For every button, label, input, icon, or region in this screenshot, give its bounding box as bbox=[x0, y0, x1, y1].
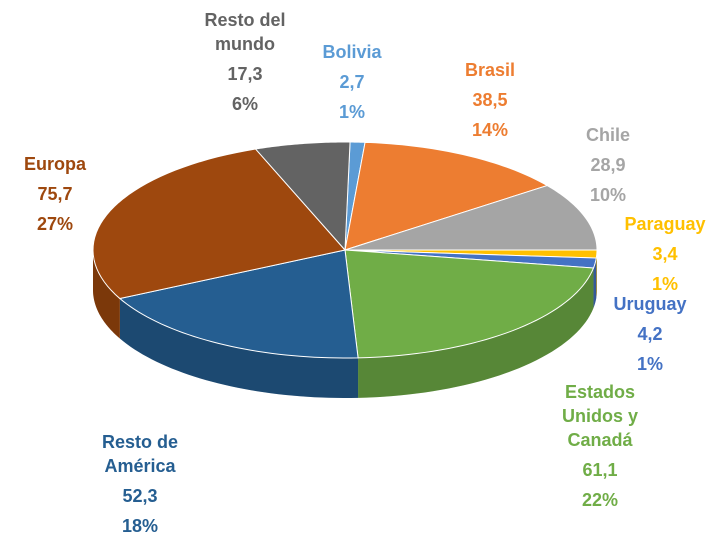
label-name: Resto de América bbox=[101, 432, 179, 476]
label-percent: 1% bbox=[651, 274, 678, 294]
slice bbox=[344, 184, 598, 251]
label-percent: 6% bbox=[231, 94, 258, 114]
label-value: 2,7 bbox=[339, 72, 365, 92]
label-percent: 18% bbox=[121, 516, 159, 536]
data-label: Resto del mundo 17,3 6% bbox=[195, 8, 295, 122]
slice-side-shade bbox=[358, 268, 594, 398]
label-value: 17,3 bbox=[227, 64, 263, 84]
slice bbox=[92, 148, 346, 300]
label-percent: 14% bbox=[471, 120, 509, 140]
label-percent: 1% bbox=[636, 354, 663, 374]
label-value: 3,4 bbox=[652, 244, 678, 264]
slice-side bbox=[596, 250, 597, 299]
slice bbox=[118, 249, 359, 359]
slice bbox=[344, 249, 595, 359]
slice-side bbox=[593, 258, 597, 309]
slice-side bbox=[93, 250, 120, 339]
slice-side-shade bbox=[93, 250, 120, 339]
data-label: Europa 75,7 27% bbox=[10, 152, 100, 242]
label-value: 61,1 bbox=[582, 460, 618, 480]
data-label: Bolivia 2,7 1% bbox=[307, 40, 397, 130]
label-percent: 1% bbox=[338, 102, 365, 122]
label-name: Brasil bbox=[464, 60, 516, 80]
label-name: Paraguay bbox=[624, 214, 706, 234]
slice bbox=[254, 141, 351, 252]
slice bbox=[344, 141, 549, 251]
slice-side-shade bbox=[593, 258, 597, 309]
label-name: Bolivia bbox=[322, 42, 382, 62]
label-name: Europa bbox=[23, 154, 86, 174]
label-name: Resto del mundo bbox=[204, 10, 286, 54]
label-name: Uruguay bbox=[613, 294, 687, 314]
label-value: 52,3 bbox=[122, 486, 158, 506]
label-percent: 27% bbox=[36, 214, 74, 234]
slice-side-shade bbox=[596, 250, 597, 299]
label-percent: 22% bbox=[581, 490, 619, 510]
data-label: Resto de América 52,3 18% bbox=[85, 430, 195, 544]
slice-side bbox=[358, 268, 594, 398]
label-name: Estados Unidos y Canadá bbox=[561, 382, 638, 450]
data-label: Estados Unidos y Canadá 61,1 22% bbox=[545, 380, 655, 518]
data-label: Paraguay 3,4 1% bbox=[615, 212, 715, 302]
data-label: Uruguay 4,2 1% bbox=[600, 292, 700, 382]
label-value: 28,9 bbox=[590, 155, 626, 175]
data-label: Chile 28,9 10% bbox=[563, 123, 653, 213]
label-value: 75,7 bbox=[37, 184, 73, 204]
label-value: 38,5 bbox=[472, 90, 508, 110]
label-percent: 10% bbox=[589, 185, 627, 205]
data-label: Brasil 38,5 14% bbox=[445, 58, 535, 148]
label-value: 4,2 bbox=[637, 324, 663, 344]
label-name: Chile bbox=[585, 125, 630, 145]
